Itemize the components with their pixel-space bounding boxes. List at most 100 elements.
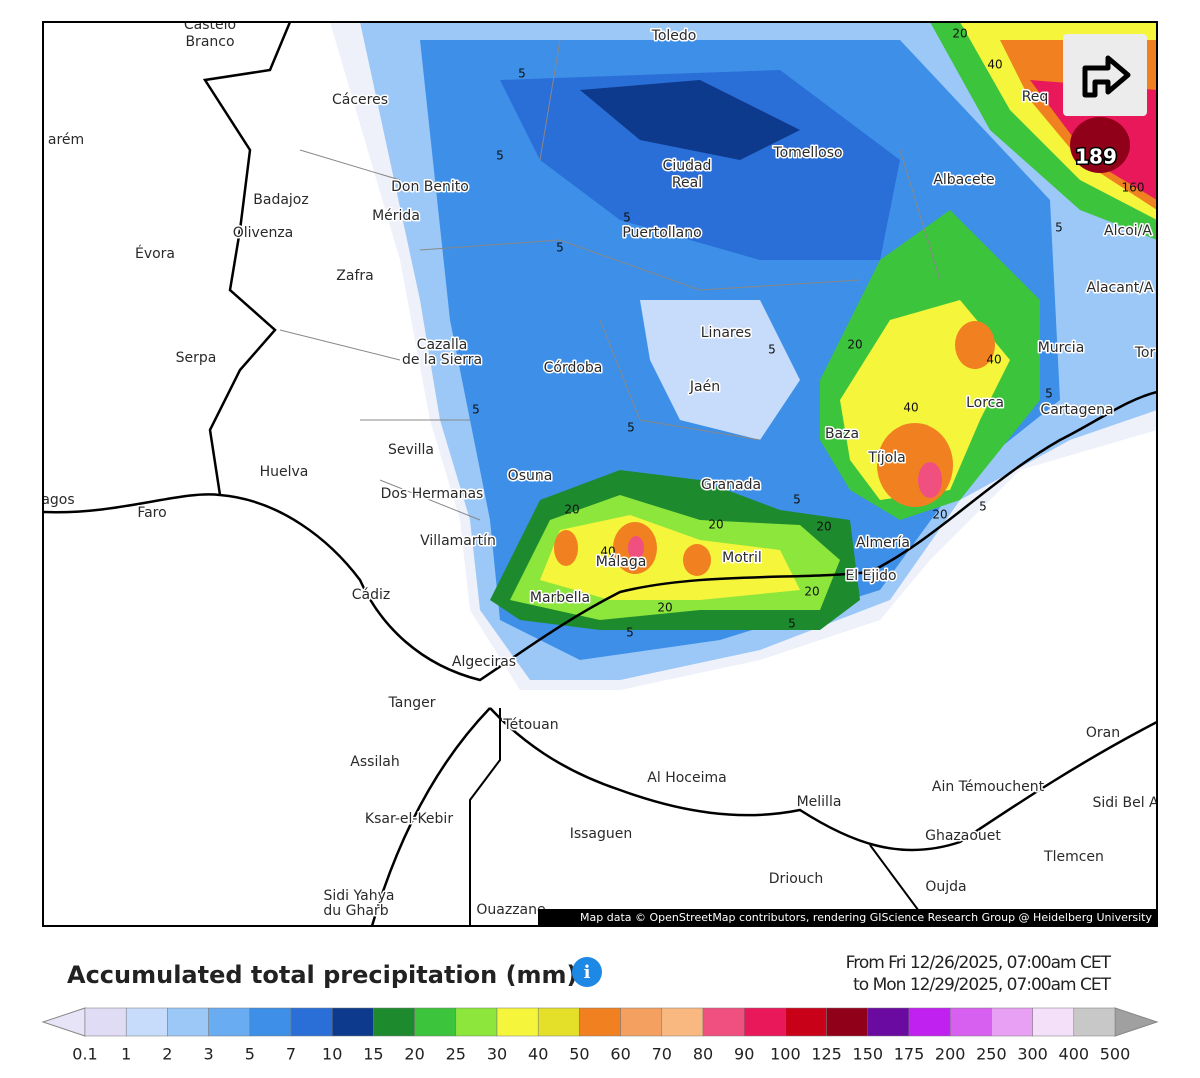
legend-swatch — [537, 1007, 580, 1037]
legend-tick-label: 200 — [935, 1045, 966, 1064]
legend-tick-label: 400 — [1059, 1045, 1090, 1064]
share-button-bg[interactable] — [1063, 34, 1147, 116]
coastline — [489, 707, 1157, 852]
city-label: Osuna — [508, 468, 553, 484]
legend-swatch — [620, 1007, 663, 1037]
contour-label: 40 — [987, 58, 1002, 72]
city-label: Oran — [1086, 725, 1120, 741]
legend-tick-label: 175 — [894, 1045, 925, 1064]
contour-label: 20 — [708, 518, 723, 532]
city-label: Puertollano — [622, 225, 701, 241]
legend-swatch — [249, 1007, 292, 1037]
contour-label: 5 — [556, 241, 564, 255]
contour-label: 20 — [952, 27, 967, 41]
precip-dark — [500, 70, 900, 260]
city-label: Lorca — [966, 395, 1004, 411]
city-label: Évora — [135, 245, 175, 262]
legend-swatch — [125, 1007, 168, 1037]
legend-tick-label: 5 — [245, 1045, 255, 1064]
contour-label: 20 — [657, 601, 672, 615]
city-label: Córdoba — [544, 360, 603, 376]
attribution: Map data © OpenStreetMap contributors, r… — [580, 911, 1152, 924]
legend-tick-label: 500 — [1100, 1045, 1131, 1064]
contour-label: 5 — [626, 626, 634, 640]
legend-tick-label: 250 — [976, 1045, 1007, 1064]
city-label: Linares — [701, 325, 752, 341]
contour-label: 5 — [623, 211, 631, 225]
contour-label: 189 — [1075, 145, 1117, 169]
city-label: Al Hoceima — [647, 770, 726, 786]
legend-tick-label: 40 — [528, 1045, 548, 1064]
share-button[interactable] — [1063, 34, 1147, 116]
city-label: Ain Témouchent — [932, 779, 1045, 795]
precip-ne-dark — [1070, 117, 1130, 173]
legend-swatch — [743, 1007, 786, 1037]
precip-gap — [640, 300, 800, 440]
legend-swatch — [1073, 1007, 1116, 1037]
precip-orange-east — [955, 321, 995, 369]
precip-orange — [554, 530, 578, 566]
city-label: Tétouan — [502, 717, 558, 733]
legend-tick-label: 50 — [569, 1045, 589, 1064]
city-label: Tlemcen — [1043, 849, 1104, 865]
legend-tick-label: 3 — [204, 1045, 214, 1064]
legend-swatch — [661, 1007, 704, 1037]
contour-label: 20 — [816, 520, 831, 534]
city-label: de la Sierra — [402, 352, 482, 368]
contour-label: 20 — [804, 585, 819, 599]
city-label: Ghazaouet — [925, 828, 1001, 844]
contour-label: 5 — [793, 493, 801, 507]
legend-tick-label: 10 — [322, 1045, 342, 1064]
city-label: Real — [672, 175, 702, 191]
city-label: Tíjola — [867, 450, 905, 466]
legend-tick-label: 7 — [286, 1045, 296, 1064]
legend-tick-label: 100 — [770, 1045, 801, 1064]
legend-swatch — [949, 1007, 992, 1037]
legend-high-arrow — [1114, 1007, 1159, 1037]
city-label: Alcoi/A — [1104, 223, 1152, 239]
coastline — [43, 390, 1157, 682]
city-label: Almería — [856, 535, 910, 551]
info-button[interactable]: i — [572, 957, 602, 987]
city-label: Ksar-el-Kebir — [365, 811, 453, 827]
city-label: du Gharb — [323, 903, 388, 919]
legend-tick-label: 20 — [404, 1045, 424, 1064]
legend-low-arrow — [41, 1007, 86, 1037]
city-label: Tor — [1134, 345, 1156, 361]
legend-swatch — [867, 1007, 910, 1037]
legend-tick-label: 30 — [487, 1045, 507, 1064]
legend-title: Accumulated total precipitation (mm) — [67, 961, 578, 989]
legend-swatch — [826, 1007, 869, 1037]
contour-label: 5 — [1045, 387, 1053, 401]
attribution-bg — [538, 909, 1157, 926]
city-label: Cáceres — [332, 92, 388, 108]
contour-label: 5 — [1055, 221, 1063, 235]
info-glyph[interactable]: i — [584, 962, 591, 983]
city-label: Motril — [722, 550, 762, 566]
city-label: Cartagena — [1040, 402, 1113, 418]
city-label: Don Benito — [391, 179, 469, 195]
legend-tick-label: 150 — [853, 1045, 884, 1064]
contour-label: 5 — [627, 421, 635, 435]
legend-tick-label: 1 — [121, 1045, 131, 1064]
info-icon[interactable] — [572, 957, 602, 987]
legend-tick-label: 80 — [693, 1045, 713, 1064]
share-icon[interactable] — [1082, 55, 1131, 98]
city-label: Castelo — [184, 17, 236, 33]
legend-swatch — [579, 1007, 621, 1037]
contour-label: 40 — [986, 353, 1001, 367]
city-label: Mérida — [372, 208, 420, 224]
city-label: Murcia — [1038, 340, 1085, 356]
city-label: Melilla — [797, 794, 842, 810]
contour-label: 40 — [903, 401, 918, 415]
map: 189 160 20 40 5 5 5 5 5 5 5 5 20 40 20 20 20 40 40 20 5 20 20 5… — [43, 17, 1157, 926]
city-label: arém — [48, 132, 84, 148]
legend-tick-label: 60 — [610, 1045, 630, 1064]
contour-label: 5 — [979, 500, 987, 514]
city-label: Huelva — [260, 464, 309, 480]
legend-tick-label: 90 — [734, 1045, 754, 1064]
city-label: Zafra — [336, 268, 373, 284]
date-to: to Mon 12/29/2025, 07:00am CET — [853, 975, 1111, 995]
city-label: Marbella — [530, 590, 590, 606]
legend-swatch — [208, 1007, 251, 1037]
